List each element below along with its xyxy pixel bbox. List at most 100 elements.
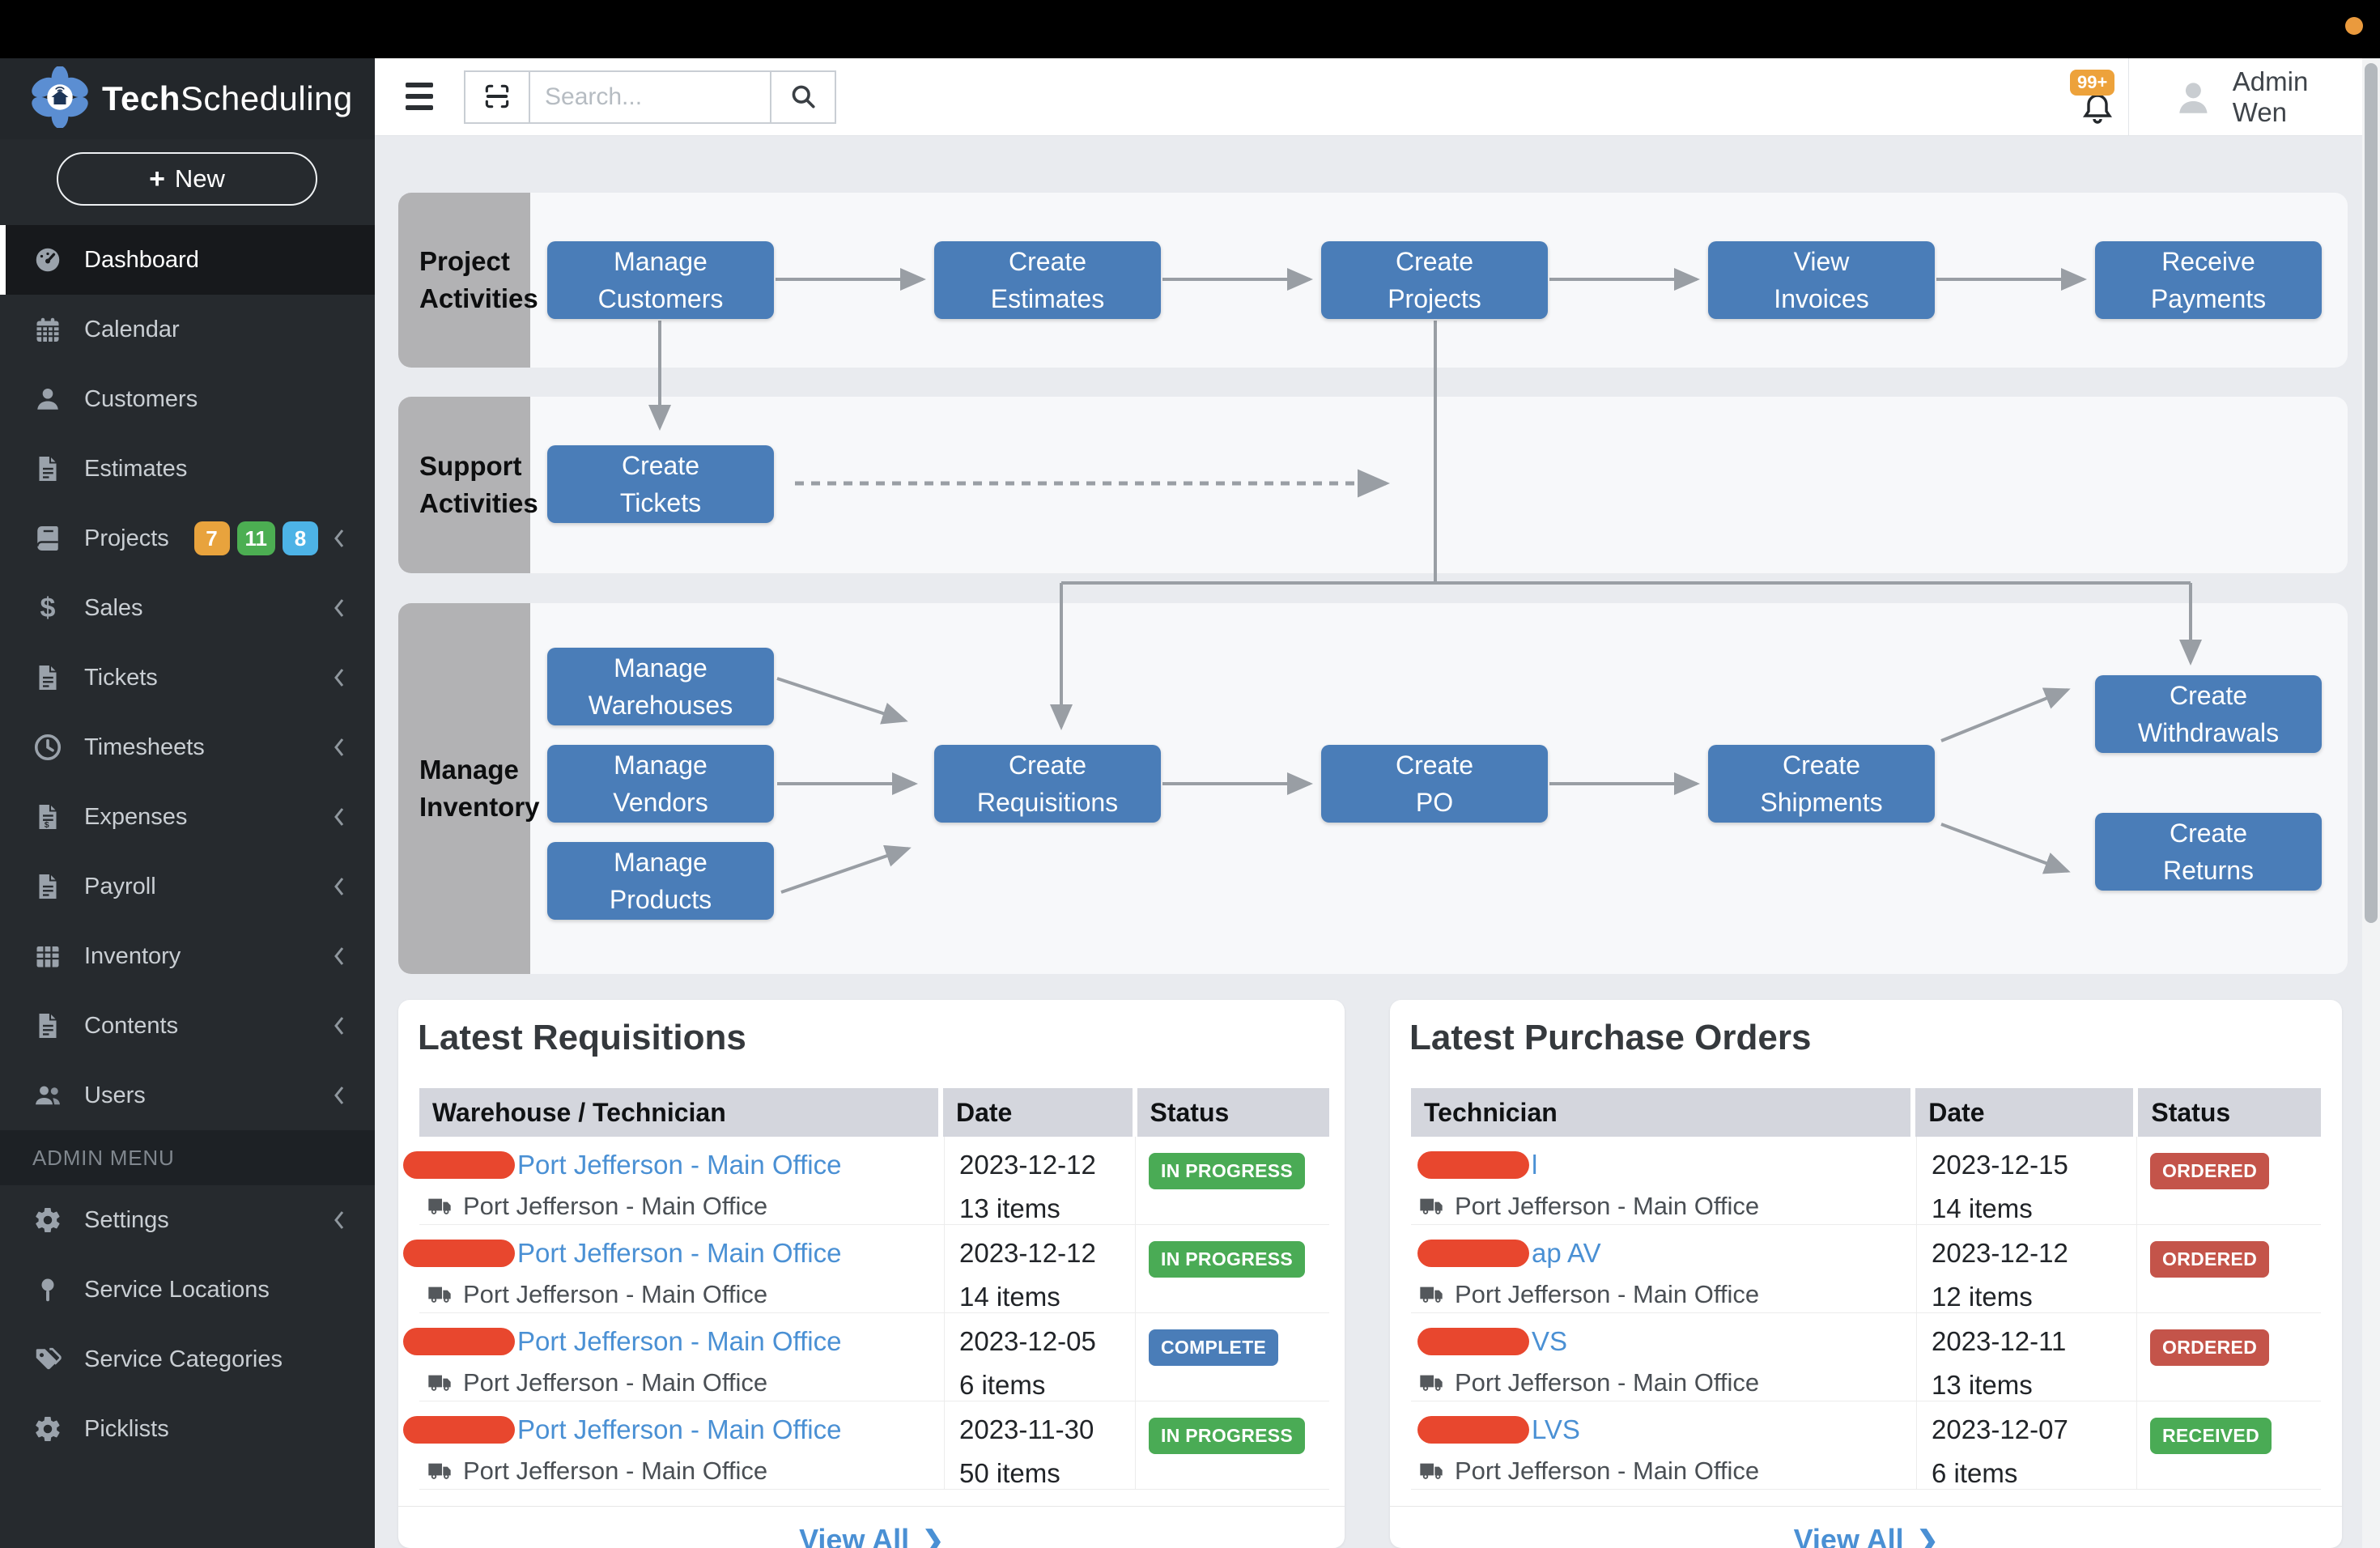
expense-file-icon: $ — [32, 802, 63, 832]
requisitions-footer: View All ❯ — [398, 1506, 1345, 1548]
warehouse-name: Port Jefferson - Main Office — [463, 1368, 768, 1397]
view-all-label: View All — [799, 1523, 910, 1548]
truck-icon — [1420, 1463, 1443, 1479]
sidebar-item-label: Users — [84, 1082, 146, 1108]
sidebar-item-label: Dashboard — [84, 246, 199, 273]
app-title-rest: Scheduling — [180, 79, 353, 117]
topbar-divider — [2128, 58, 2129, 136]
dashboard-gauge-icon — [32, 245, 63, 275]
purchase-orders-header: Technician Date Status — [1411, 1088, 2321, 1137]
redaction-pill — [403, 1416, 515, 1444]
status-badge: ORDERED — [2150, 1241, 2270, 1278]
flow-box-create-shipments[interactable]: Create Shipments — [1708, 745, 1935, 823]
sidebar-item-label: Estimates — [84, 455, 188, 482]
requisition-link[interactable]: Port Jefferson - Main Office — [517, 1326, 842, 1356]
purchase-order-items: 14 items — [1932, 1193, 2033, 1223]
purchase-order-link[interactable]: LVS — [1532, 1414, 1580, 1444]
recording-indicator-dot — [2345, 17, 2363, 35]
search-icon — [788, 82, 818, 113]
scan-button[interactable] — [464, 70, 529, 124]
latest-purchase-orders-card: Latest Purchase Orders Technician Date S… — [1390, 1000, 2342, 1548]
sidebar-item-expenses[interactable]: $ Expenses — [0, 782, 375, 852]
search-input[interactable] — [529, 70, 771, 124]
flow-box-manage-vendors[interactable]: Manage Vendors — [547, 745, 774, 823]
flow-box-create-tickets[interactable]: Create Tickets — [547, 445, 774, 523]
purchase-order-link[interactable]: l — [1532, 1150, 1538, 1180]
flow-box-view-invoices[interactable]: View Invoices — [1708, 241, 1935, 319]
flow-box-manage-customers[interactable]: Manage Customers — [547, 241, 774, 319]
requisition-link[interactable]: Port Jefferson - Main Office — [517, 1238, 842, 1268]
sidebar-item-label: Tickets — [84, 664, 158, 691]
search-button[interactable] — [771, 70, 836, 124]
requisition-date: 2023-11-30 — [959, 1414, 1094, 1444]
new-button[interactable]: + New — [57, 152, 317, 206]
avatar — [2179, 83, 2208, 113]
sidebar-item-estimates[interactable]: Estimates — [0, 434, 375, 504]
sidebar-item-contents[interactable]: Contents — [0, 991, 375, 1061]
sidebar-item-settings[interactable]: Settings — [0, 1185, 375, 1255]
flow-box-create-estimates[interactable]: Create Estimates — [934, 241, 1161, 319]
scrollbar-track[interactable] — [2362, 58, 2380, 1548]
column-header: Status — [2138, 1088, 2321, 1137]
flow-box-create-returns[interactable]: Create Returns — [2095, 813, 2322, 891]
chevron-left-icon — [333, 737, 346, 758]
flow-box-manage-warehouses[interactable]: Manage Warehouses — [547, 648, 774, 725]
hamburger-menu-icon[interactable] — [406, 83, 433, 110]
purchase-orders-view-all-link[interactable]: View All ❯ — [1794, 1523, 1939, 1548]
requisition-date: 2023-12-12 — [959, 1150, 1096, 1180]
flow-box-receive-payments[interactable]: Receive Payments — [2095, 241, 2322, 319]
purchase-order-row: VS Port Jefferson - Main Office 2023-12-… — [1411, 1313, 2321, 1401]
user-menu[interactable]: Admin Wen — [2172, 58, 2362, 136]
app-logo[interactable]: TechScheduling — [0, 58, 375, 139]
truck-icon — [1420, 1198, 1443, 1214]
sidebar-item-projects[interactable]: Projects 7 11 8 — [0, 504, 375, 573]
requisitions-header: Warehouse / Technician Date Status — [419, 1088, 1329, 1137]
flow-box-create-projects[interactable]: Create Projects — [1321, 241, 1548, 319]
purchase-order-date: 2023-12-15 — [1932, 1150, 2068, 1180]
redaction-pill — [403, 1151, 515, 1179]
status-badge: IN PROGRESS — [1149, 1153, 1306, 1189]
sidebar-item-tickets[interactable]: Tickets — [0, 643, 375, 712]
warehouse-name: Port Jefferson - Main Office — [1455, 1457, 1760, 1485]
purchase-order-link[interactable]: ap AV — [1532, 1238, 1601, 1268]
grid-table-icon — [32, 941, 63, 972]
requisition-link[interactable]: Port Jefferson - Main Office — [517, 1150, 842, 1180]
sidebar-item-service-locations[interactable]: Service Locations — [0, 1255, 375, 1325]
projects-badges: 7 11 8 — [193, 521, 318, 555]
flow-label-project-activities: Project Activities — [398, 193, 538, 368]
notifications-button[interactable]: 99+ — [2067, 58, 2128, 136]
sidebar-item-label: Expenses — [84, 803, 188, 830]
purchase-order-link[interactable]: VS — [1532, 1326, 1568, 1356]
status-badge: IN PROGRESS — [1149, 1418, 1306, 1454]
sidebar-item-customers[interactable]: Customers — [0, 364, 375, 434]
sidebar-item-payroll[interactable]: Payroll — [0, 852, 375, 921]
sidebar-item-timesheets[interactable]: Timesheets — [0, 712, 375, 782]
flow-box-manage-products[interactable]: Manage Products — [547, 842, 774, 920]
chevron-left-icon — [333, 946, 346, 967]
sidebar-item-service-categories[interactable]: Service Categories — [0, 1325, 375, 1394]
warehouse-name: Port Jefferson - Main Office — [1455, 1280, 1760, 1308]
admin-menu-header: ADMIN MENU — [0, 1130, 375, 1185]
scrollbar-thumb[interactable] — [2365, 63, 2378, 923]
sidebar-item-label: Customers — [84, 385, 198, 412]
requisition-items: 6 items — [959, 1370, 1046, 1400]
sidebar-item-users[interactable]: Users — [0, 1061, 375, 1130]
flow-box-create-requisitions[interactable]: Create Requisitions — [934, 745, 1161, 823]
sidebar-item-inventory[interactable]: Inventory — [0, 921, 375, 991]
sidebar-item-picklists[interactable]: Picklists — [0, 1394, 375, 1464]
sidebar-item-sales[interactable]: $ Sales — [0, 573, 375, 643]
user-icon — [32, 384, 63, 415]
flow-box-create-withdrawals[interactable]: Create Withdrawals — [2095, 675, 2322, 753]
truck-icon — [428, 1375, 451, 1391]
chevron-left-icon — [333, 1015, 346, 1036]
projects-badge-green: 11 — [236, 521, 275, 555]
requisition-link[interactable]: Port Jefferson - Main Office — [517, 1414, 842, 1444]
sidebar-item-label: Payroll — [84, 873, 156, 899]
sidebar: TechScheduling + New Dashboard Calendar … — [0, 58, 375, 1548]
sidebar-menu: Dashboard Calendar Customers Estimates P… — [0, 225, 375, 1464]
requisitions-view-all-link[interactable]: View All ❯ — [799, 1523, 944, 1548]
sidebar-item-dashboard[interactable]: Dashboard — [0, 225, 375, 295]
flow-box-create-po[interactable]: Create PO — [1321, 745, 1548, 823]
projects-badge-blue: 8 — [283, 521, 318, 555]
sidebar-item-calendar[interactable]: Calendar — [0, 295, 375, 364]
